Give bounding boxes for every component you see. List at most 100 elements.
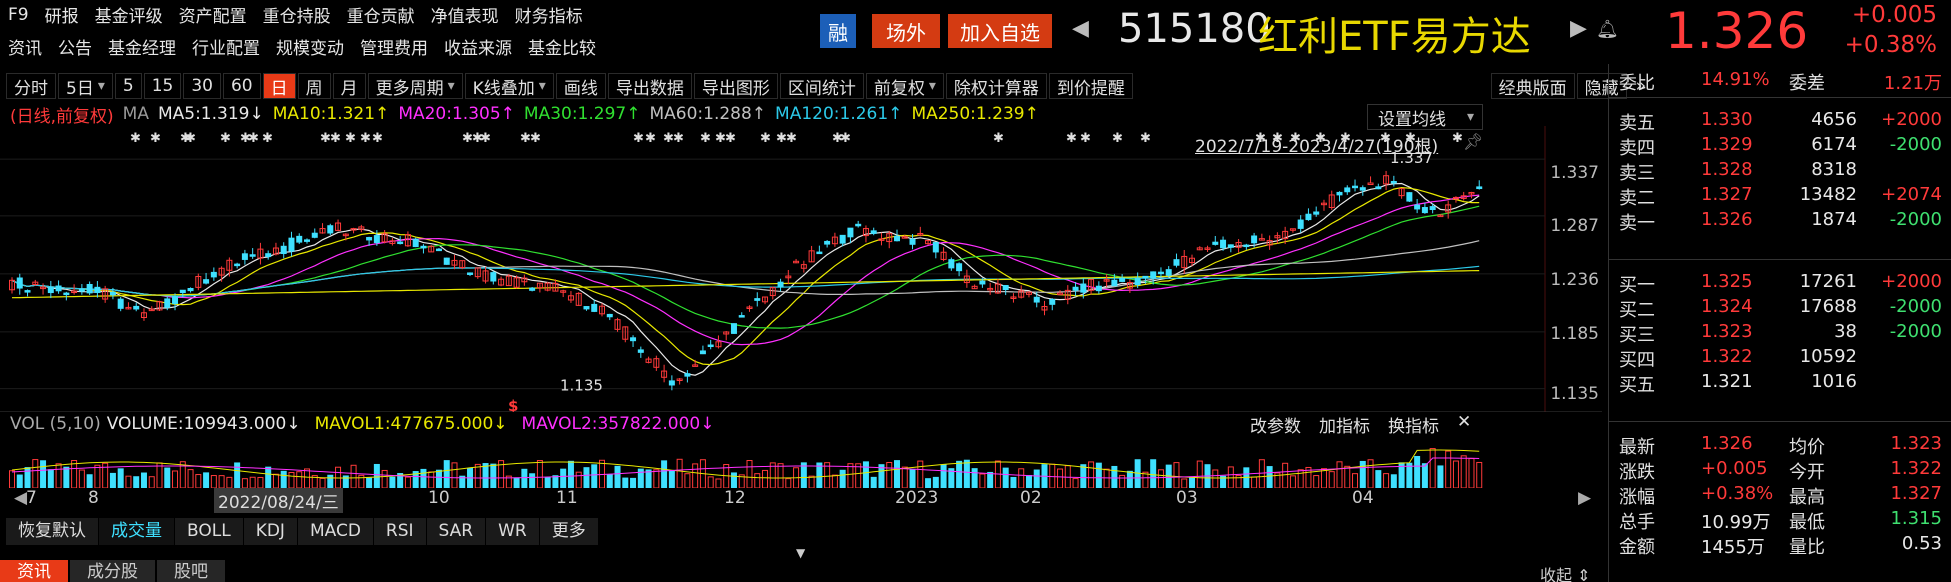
- hide-button[interactable]: 隐藏: [1576, 73, 1627, 99]
- prev-stock-icon[interactable]: ◀: [1072, 16, 1089, 41]
- bids-row[interactable]: 买四 1.322 10592: [1609, 346, 1951, 371]
- volume-bar: [249, 476, 256, 488]
- volume-bar: [606, 474, 613, 488]
- ex-rights-calculator-button[interactable]: 除权计算器: [945, 73, 1047, 99]
- change-indicator-button[interactable]: 换指标: [1388, 417, 1439, 437]
- more-periods-dropdown[interactable]: 更多周期: [367, 73, 463, 99]
- tab-forum[interactable]: 股吧: [157, 560, 225, 582]
- menu-announcements[interactable]: 公告: [58, 39, 92, 59]
- bids-row[interactable]: 买三 1.323 38 -2000: [1609, 321, 1951, 346]
- ma-settings-dropdown[interactable]: 设置均线 ▾: [1367, 104, 1483, 130]
- export-image-button[interactable]: 导出图形: [693, 73, 778, 99]
- menu-heavy-holdings[interactable]: 重仓持股: [262, 7, 331, 27]
- asks-row[interactable]: 卖四 1.329 6174 -2000: [1609, 134, 1951, 159]
- menu-industry-allocation[interactable]: 行业配置: [192, 39, 260, 59]
- volume-bar: [1460, 455, 1467, 488]
- tab-volume[interactable]: 成交量: [99, 518, 175, 545]
- menu-nav-performance[interactable]: 净值表现: [430, 7, 499, 27]
- asks-row[interactable]: 卖二 1.327 13482 +2074: [1609, 184, 1951, 209]
- collapse-arrows-icon[interactable]: »: [1635, 76, 1646, 96]
- candle: [1476, 186, 1483, 190]
- tab-sar[interactable]: SAR: [426, 518, 487, 545]
- period-60min[interactable]: 60: [222, 73, 261, 99]
- candle: [1452, 196, 1459, 200]
- pin-icon[interactable]: 📌︎: [1463, 132, 1484, 151]
- period-month[interactable]: 月: [332, 73, 366, 99]
- bids-row[interactable]: 买五 1.321 1016: [1609, 371, 1951, 396]
- asterisk-marker: ✱: [832, 131, 843, 146]
- price-alert-button[interactable]: 到价提醒: [1048, 73, 1133, 99]
- tab-macd[interactable]: MACD: [297, 518, 374, 545]
- tab-kdj[interactable]: KDJ: [243, 518, 298, 545]
- tab-news[interactable]: 资讯: [0, 560, 68, 582]
- period-5min[interactable]: 5: [114, 73, 142, 99]
- restore-default-tab[interactable]: 恢复默认: [6, 518, 99, 545]
- tab-constituents[interactable]: 成分股: [70, 560, 155, 582]
- volume-chart[interactable]: [0, 436, 1602, 488]
- menu-news[interactable]: 资讯: [8, 39, 42, 59]
- candle: [948, 259, 955, 269]
- menu-holding-contribution[interactable]: 重仓贡献: [346, 7, 415, 27]
- menu-fund-manager[interactable]: 基金经理: [108, 39, 176, 59]
- draw-line-button[interactable]: 画线: [555, 73, 606, 99]
- collapse-button[interactable]: 收起 ⇕: [1540, 562, 1591, 582]
- period-day[interactable]: 日: [262, 73, 296, 99]
- menu-f9[interactable]: F9: [8, 4, 29, 25]
- export-data-button[interactable]: 导出数据: [607, 73, 692, 99]
- tab-more[interactable]: 更多: [539, 518, 599, 545]
- candle: [824, 240, 831, 245]
- volume-bar: [1103, 468, 1110, 488]
- period-5day[interactable]: 5日: [58, 73, 113, 99]
- candle: [1010, 296, 1017, 299]
- asterisk-marker: ✱: [220, 131, 231, 146]
- classic-layout-button[interactable]: 经典版面: [1490, 73, 1575, 99]
- bids-label: 买五: [1619, 375, 1655, 396]
- menu-fund-rating[interactable]: 基金评级: [94, 7, 163, 27]
- period-30min[interactable]: 30: [183, 73, 221, 99]
- period-intraday[interactable]: 分时: [6, 73, 56, 99]
- menu-scale-change[interactable]: 规模变动: [276, 39, 344, 59]
- candle: [335, 222, 342, 231]
- splitter-handle-icon[interactable]: ▼: [796, 546, 806, 560]
- volume-bar: [529, 473, 536, 488]
- scroll-left-icon[interactable]: ◀: [14, 488, 28, 508]
- asterisk-marker: ✱: [1290, 131, 1301, 146]
- candle: [474, 267, 481, 278]
- asks-change: -2000: [1889, 134, 1942, 155]
- tab-boll[interactable]: BOLL: [175, 518, 244, 545]
- next-stock-icon[interactable]: ▶: [1570, 16, 1587, 41]
- menu-income-source[interactable]: 收益来源: [444, 39, 512, 59]
- tab-wr[interactable]: WR: [486, 518, 540, 545]
- add-indicator-button[interactable]: 加指标: [1319, 417, 1370, 437]
- volume-bar: [265, 466, 272, 488]
- tab-rsi[interactable]: RSI: [373, 518, 427, 545]
- period-week[interactable]: 周: [297, 73, 331, 99]
- volume-bar: [521, 468, 528, 488]
- bids-row[interactable]: 买二 1.324 17688 -2000: [1609, 296, 1951, 321]
- range-stats-button[interactable]: 区间统计: [779, 73, 864, 99]
- kline-overlay-dropdown[interactable]: K线叠加: [464, 73, 554, 99]
- menu-research[interactable]: 研报: [44, 7, 79, 27]
- asks-row[interactable]: 卖一 1.326 1874 -2000: [1609, 209, 1951, 234]
- margin-badge[interactable]: 融: [820, 14, 856, 48]
- asks-row[interactable]: 卖三 1.328 8318: [1609, 159, 1951, 184]
- forward-adjust-dropdown[interactable]: 前复权: [865, 73, 944, 99]
- scroll-right-icon[interactable]: ▶: [1578, 488, 1592, 508]
- modify-params-button[interactable]: 改参数: [1250, 417, 1301, 437]
- kline-chart[interactable]: ✱ ✱ ✱✱ ✱ ✱✱ ✱ ✱ ✱ ✱ ✱ ✱ ✱ ✱✱ ✱ ✱ ✱ ✱ ✱ ✱ ✱ ✱ ✱ ✱ ✱ ✱ ✱✱ ✱ ✱ ✱ ✱ ✱ ✱ ✱ ✱ ✱ ✱…: [0, 126, 1602, 412]
- period-15min[interactable]: 15: [143, 73, 182, 99]
- asks-row[interactable]: 卖五 1.330 4656 +2000: [1609, 109, 1951, 134]
- menu-management-fee[interactable]: 管理费用: [360, 39, 428, 59]
- otc-button[interactable]: 场外: [872, 14, 940, 48]
- close-icon[interactable]: ✕: [1457, 412, 1472, 432]
- volume-bar: [746, 459, 753, 488]
- add-watchlist-button[interactable]: 加入自选: [948, 14, 1052, 48]
- bell-icon[interactable]: 🔔︎: [1596, 19, 1619, 40]
- bids-row[interactable]: 买一 1.325 17261 +2000: [1609, 271, 1951, 296]
- date-range-link[interactable]: 2022/7/19-2023/4/27(190根): [1195, 137, 1439, 157]
- candle: [1088, 278, 1095, 291]
- candle: [1002, 285, 1009, 291]
- menu-financial-indicators[interactable]: 财务指标: [514, 7, 583, 27]
- menu-asset-allocation[interactable]: 资产配置: [178, 7, 247, 27]
- menu-fund-compare[interactable]: 基金比较: [528, 39, 596, 59]
